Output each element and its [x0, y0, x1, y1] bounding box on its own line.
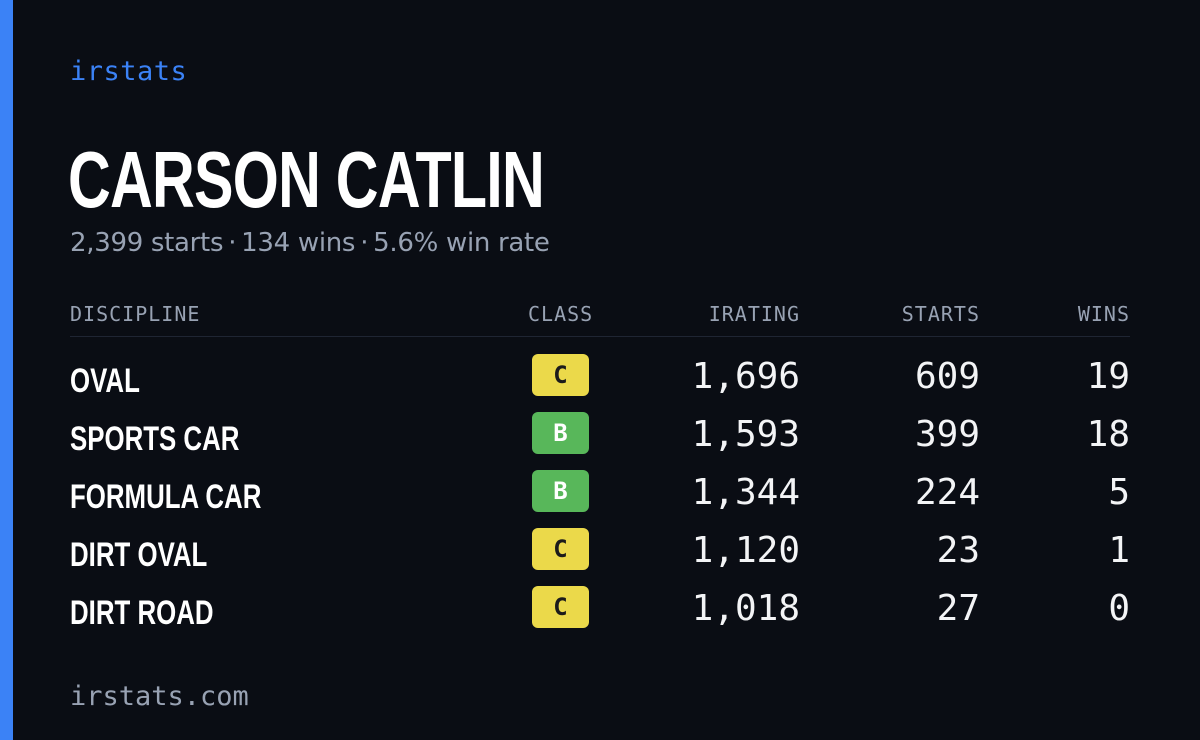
table-row: DIRT OVAL C 1,120 23 1: [70, 528, 1130, 588]
irating-value: 1,120: [691, 530, 800, 571]
starts-value: 399: [914, 414, 980, 455]
brand-logo: irstats: [70, 56, 188, 87]
irating-value: 1,344: [691, 472, 800, 513]
wins-value: 18: [1086, 414, 1130, 455]
table-row: SPORTS CAR B 1,593 399 18: [70, 412, 1130, 472]
stats-table: DISCIPLINE CLASS IRATING STARTS WINS OVA…: [70, 298, 1130, 632]
starts-value: 224: [914, 472, 980, 513]
irating-value: 1,593: [691, 414, 800, 455]
summary-wins: 134 wins: [241, 228, 356, 258]
table-row: OVAL C 1,696 609 19: [70, 354, 1130, 414]
summary-starts: 2,399 starts: [70, 228, 224, 258]
footer-url: irstats.com: [70, 681, 249, 712]
header-wins: WINS: [1077, 302, 1130, 326]
header-irating: IRATING: [708, 302, 800, 326]
starts-value: 23: [936, 530, 980, 571]
wins-value: 5: [1108, 472, 1130, 513]
irating-value: 1,018: [691, 588, 800, 629]
header-starts: STARTS: [901, 302, 980, 326]
wins-value: 19: [1086, 356, 1130, 397]
class-badge: B: [532, 412, 589, 454]
accent-bar: [0, 0, 13, 740]
class-badge: C: [532, 586, 589, 628]
career-summary: 2,399 starts · 134 wins · 5.6% win rate: [70, 228, 550, 258]
summary-separator: ·: [228, 228, 237, 258]
wins-value: 0: [1108, 588, 1130, 629]
discipline-name: SPORTS CAR: [70, 420, 240, 458]
table-row: FORMULA CAR B 1,344 224 5: [70, 470, 1130, 530]
class-badge: C: [532, 528, 589, 570]
summary-separator: ·: [360, 228, 369, 258]
table-body: OVAL C 1,696 609 19 SPORTS CAR B 1,593 3…: [70, 354, 1130, 646]
table-row: DIRT ROAD C 1,018 27 0: [70, 586, 1130, 646]
starts-value: 609: [914, 356, 980, 397]
class-badge: C: [532, 354, 589, 396]
discipline-name: OVAL: [70, 362, 140, 400]
driver-name: CARSON CATLIN: [68, 135, 545, 224]
discipline-name: DIRT ROAD: [70, 594, 214, 632]
discipline-name: DIRT OVAL: [70, 536, 208, 574]
wins-value: 1: [1108, 530, 1130, 571]
summary-win-rate: 5.6% win rate: [373, 228, 550, 258]
header-class: CLASS: [528, 302, 594, 326]
discipline-name: FORMULA CAR: [70, 478, 262, 516]
starts-value: 27: [936, 588, 980, 629]
header-discipline: DISCIPLINE: [70, 302, 201, 326]
irating-value: 1,696: [691, 356, 800, 397]
class-badge: B: [532, 470, 589, 512]
table-header: DISCIPLINE CLASS IRATING STARTS WINS: [70, 298, 1130, 337]
